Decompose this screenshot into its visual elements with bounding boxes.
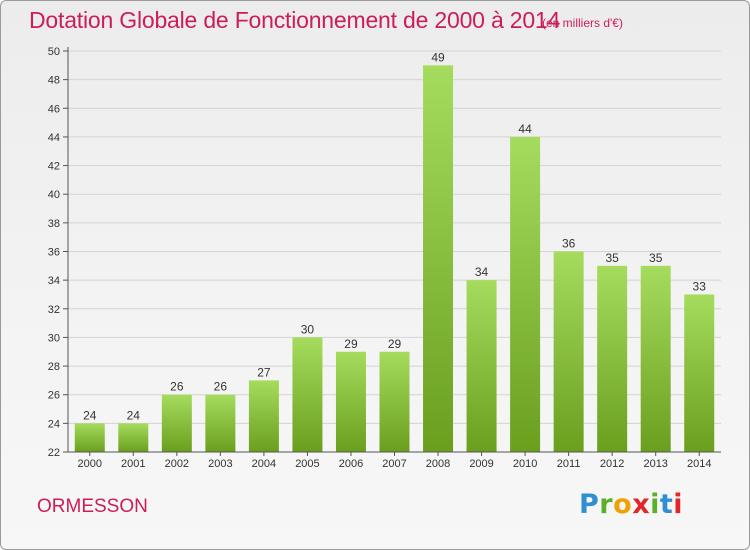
x-tick-label: 2008	[426, 458, 450, 470]
x-tick-label: 2013	[643, 458, 667, 470]
data-label-2004: 27	[257, 365, 271, 379]
bar-2014[interactable]	[684, 294, 715, 452]
bar-2010[interactable]	[510, 136, 541, 452]
data-label-2000: 24	[83, 408, 97, 422]
y-tick-label: 30	[48, 332, 60, 344]
y-tick-label: 38	[48, 218, 60, 230]
chart-title: Dotation Globale de Fonctionnement de 20…	[29, 7, 561, 33]
x-tick-label: 2010	[513, 458, 537, 470]
bar-2013[interactable]	[640, 265, 671, 452]
y-tick-label: 46	[48, 103, 60, 115]
bar-2003[interactable]	[205, 394, 236, 452]
data-label-2007: 29	[388, 337, 402, 351]
data-label-2013: 35	[649, 251, 663, 265]
data-label-2001: 24	[127, 408, 141, 422]
bar-2001[interactable]	[118, 423, 149, 452]
bar-2006[interactable]	[335, 351, 366, 452]
bars: 24 24 26 26 27 30 29 29 49 34 44 36 35 35 33	[74, 50, 715, 453]
logo-letter: i	[673, 489, 684, 520]
y-tick-label: 32	[48, 304, 60, 316]
y-tick-label: 26	[48, 390, 60, 402]
y-tick-label: 24	[48, 418, 60, 430]
bar-2009[interactable]	[466, 280, 497, 452]
chart-subtitle: (en milliers d'€)	[542, 16, 623, 30]
bar-2007[interactable]	[379, 351, 410, 452]
x-tick-label: 2011	[557, 458, 581, 470]
bar-2008[interactable]	[423, 65, 454, 453]
y-tick-label: 22	[48, 447, 60, 459]
y-tick-label: 28	[48, 361, 60, 373]
y-tick-label: 48	[48, 75, 60, 87]
logo-letter: i	[650, 489, 660, 520]
x-tick-label: 2012	[600, 458, 624, 470]
bar-2005[interactable]	[292, 337, 323, 452]
proxiti-logo[interactable]: Proxiti	[579, 489, 683, 520]
data-label-2014: 33	[693, 279, 707, 293]
logo-letter: t	[659, 489, 674, 520]
x-tick-label: 2002	[165, 458, 189, 470]
data-label-2002: 26	[170, 380, 184, 394]
y-tick-label: 44	[48, 132, 60, 144]
y-tick-label: 36	[48, 247, 60, 259]
data-label-2005: 30	[301, 322, 315, 336]
x-tick-label: 2004	[252, 458, 276, 470]
bar-2012[interactable]	[597, 265, 628, 452]
data-label-2008: 49	[431, 50, 445, 64]
x-tick-label: 2009	[469, 458, 493, 470]
data-label-2006: 29	[344, 337, 358, 351]
bar-2000[interactable]	[74, 423, 105, 452]
y-tick-label: 40	[48, 189, 60, 201]
logo-letter: x	[632, 489, 651, 520]
logo-letter: P	[579, 489, 600, 520]
data-label-2011: 36	[562, 237, 576, 251]
x-tick-label: 2000	[78, 458, 102, 470]
bar-2004[interactable]	[248, 380, 279, 452]
data-label-2012: 35	[605, 251, 619, 265]
x-tick-label: 2001	[121, 458, 145, 470]
x-tick-label: 2003	[208, 458, 232, 470]
axes: 22 24 26 28 30 32 34 36 38 40 42 44 46 48 50 2000 2001 20…	[48, 46, 721, 470]
x-tick-label: 2014	[687, 458, 711, 470]
commune-name: ORMESSON	[37, 496, 148, 517]
data-label-2010: 44	[518, 122, 532, 136]
bar-2011[interactable]	[553, 251, 584, 453]
data-label-2003: 26	[214, 380, 228, 394]
x-tick-label: 2007	[382, 458, 406, 470]
x-tick-label: 2006	[339, 458, 363, 470]
logo-letter: r	[599, 489, 614, 520]
data-label-2009: 34	[475, 265, 489, 279]
y-tick-label: 34	[48, 275, 60, 287]
y-tick-label: 42	[48, 161, 60, 173]
x-tick-label: 2005	[295, 458, 319, 470]
bar-2002[interactable]	[161, 394, 192, 452]
y-tick-label: 50	[48, 46, 60, 58]
logo-letter: o	[613, 489, 633, 520]
